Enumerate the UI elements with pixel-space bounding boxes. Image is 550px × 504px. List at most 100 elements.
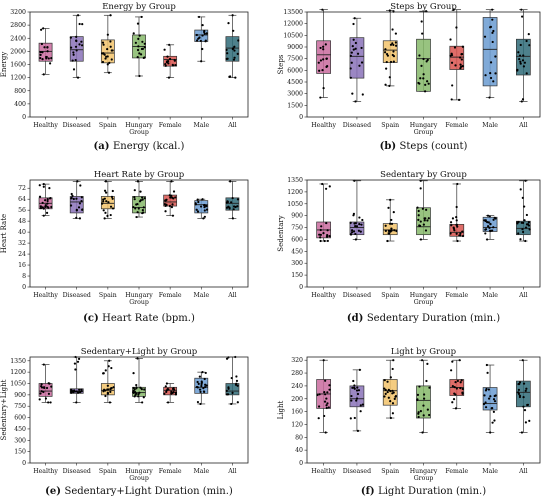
data-point: [354, 47, 357, 50]
data-point: [325, 406, 328, 410]
data-point: [324, 43, 327, 46]
data-point: [517, 51, 520, 54]
data-point: [428, 413, 431, 417]
data-point: [350, 229, 354, 232]
y-tick-label: 0: [22, 284, 26, 291]
data-point: [75, 401, 78, 404]
data-point: [142, 56, 145, 60]
data-point: [352, 38, 355, 41]
data-point: [424, 229, 428, 232]
data-point: [319, 59, 323, 62]
box: [482, 17, 498, 87]
data-point: [135, 387, 138, 390]
y-tick-label: 13500: [283, 9, 303, 16]
x-tick-label: Group: [414, 129, 434, 136]
data-point: [385, 60, 388, 64]
data-point: [111, 207, 115, 210]
caption-tag: (d): [347, 313, 367, 324]
data-point: [228, 206, 231, 209]
data-point: [323, 400, 327, 403]
plot-frame: [29, 356, 249, 464]
data-point: [319, 46, 322, 50]
data-point: [38, 184, 41, 187]
data-point: [73, 362, 77, 365]
data-point: [136, 211, 139, 214]
data-point: [197, 382, 200, 386]
x-tick-label: Male: [193, 292, 209, 299]
data-point: [107, 201, 110, 204]
x-tick-label: Female: [159, 292, 182, 299]
data-point: [142, 206, 145, 209]
data-point: [391, 412, 394, 415]
data-point: [521, 359, 524, 362]
data-point: [318, 233, 321, 236]
data-point: [323, 391, 326, 394]
data-point: [418, 385, 421, 388]
data-point: [138, 52, 141, 55]
data-point: [521, 59, 525, 62]
data-point: [229, 180, 232, 183]
data-point: [232, 208, 235, 211]
data-point: [143, 388, 146, 391]
data-point: [355, 389, 359, 392]
data-point: [492, 410, 495, 413]
y-axis-label: Sedentary+Light: [0, 379, 8, 440]
data-point: [104, 211, 107, 214]
data-point: [385, 67, 388, 70]
data-point: [355, 225, 359, 228]
data-point: [198, 388, 202, 391]
figure-caption: (d) Sedentary Duration (min.): [347, 313, 500, 324]
data-point: [138, 74, 141, 78]
data-point: [75, 216, 78, 219]
data-point: [139, 190, 142, 193]
data-point: [420, 64, 423, 67]
data-point: [492, 398, 496, 401]
caption-tag: (e): [45, 486, 64, 497]
data-point: [136, 22, 140, 25]
data-point: [491, 8, 494, 11]
data-point: [494, 55, 497, 58]
data-point: [354, 225, 357, 228]
data-point: [231, 47, 234, 51]
data-point: [112, 386, 115, 389]
data-point: [351, 386, 354, 389]
data-point: [46, 50, 49, 53]
box: [163, 386, 178, 396]
data-point: [80, 390, 83, 393]
data-point: [456, 239, 459, 243]
data-point: [201, 198, 204, 201]
data-point: [199, 390, 202, 394]
data-point: [459, 381, 462, 384]
figure-caption: (f) Light Duration (min.): [361, 486, 486, 497]
data-point: [109, 205, 113, 208]
data-point: [42, 214, 45, 217]
chart-panel-6: Light by Group Light 0 40 80 120 160 200 240 280 3…: [277, 347, 541, 497]
data-point: [76, 76, 80, 79]
data-point: [166, 401, 170, 404]
data-point: [325, 221, 328, 225]
caption-tag: (f): [361, 486, 378, 497]
data-point: [236, 205, 239, 208]
data-point: [326, 239, 329, 243]
data-point: [231, 217, 234, 220]
data-point: [458, 359, 461, 362]
data-point: [101, 60, 105, 64]
data-point: [226, 200, 229, 203]
figure-caption: (e) Sedentary+Light Duration (min.): [45, 486, 233, 497]
data-point: [328, 384, 331, 387]
data-point: [132, 32, 135, 35]
data-point: [172, 190, 176, 193]
data-point: [44, 205, 47, 208]
x-tick-label: Group: [129, 299, 149, 306]
data-point: [422, 223, 425, 226]
data-point: [354, 100, 357, 103]
data-point: [226, 52, 229, 55]
chart-title: Light by Group: [391, 347, 457, 357]
data-point: [317, 61, 320, 64]
data-point: [165, 61, 168, 64]
x-tick-label: Diseased: [343, 122, 371, 129]
data-point: [50, 385, 53, 388]
data-point: [353, 416, 356, 420]
plot-frame: [29, 179, 249, 288]
data-point: [108, 61, 111, 64]
